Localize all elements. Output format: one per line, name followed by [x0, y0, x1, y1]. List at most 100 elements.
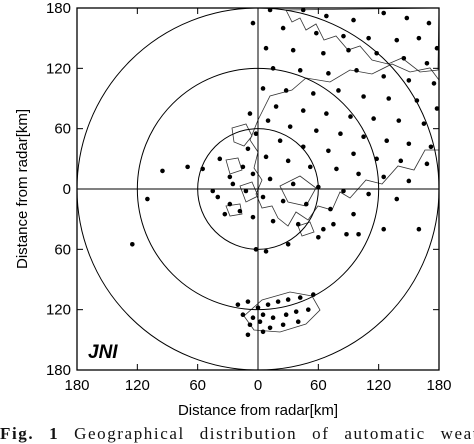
station-point: [384, 138, 390, 144]
station-point: [398, 158, 404, 164]
station-point: [344, 231, 349, 237]
station-point: [341, 33, 346, 39]
station-point: [386, 96, 392, 101]
x-tick-label: 180: [64, 377, 89, 394]
station-point: [426, 20, 432, 26]
station-point: [354, 68, 359, 73]
station-point: [348, 114, 353, 119]
y-axis-label: Distance from radar[km]: [14, 109, 31, 269]
station-point: [230, 181, 236, 187]
station-point: [311, 91, 316, 96]
caption-text: Geographical distribution of automatic w…: [74, 424, 474, 443]
station-point: [270, 66, 276, 71]
station-point: [260, 312, 266, 317]
y-tick-label: 180: [46, 0, 71, 17]
station-point: [336, 88, 341, 93]
station-point: [324, 111, 329, 116]
station-point: [275, 299, 281, 304]
station-point: [394, 37, 400, 43]
station-point: [245, 299, 251, 304]
station-point: [356, 231, 361, 237]
station-point: [424, 161, 430, 167]
station-point: [366, 191, 371, 197]
station-point: [265, 118, 271, 123]
station-point: [396, 118, 402, 123]
station-point: [253, 131, 259, 136]
station-point: [381, 174, 386, 180]
station-point: [381, 226, 386, 232]
station-point: [328, 206, 333, 212]
y-tick-label: 120: [46, 302, 71, 319]
caption-sep: [59, 424, 74, 443]
x-tick-label: 60: [310, 377, 327, 394]
station-point: [260, 329, 266, 335]
station-point: [366, 35, 371, 41]
station-point: [314, 30, 319, 36]
crosshair-axes: [77, 8, 439, 370]
station-point: [311, 292, 316, 297]
station-point: [324, 13, 329, 19]
station-point: [374, 156, 379, 162]
station-point: [250, 171, 256, 177]
station-point: [338, 131, 343, 136]
station-point: [316, 184, 321, 190]
station-point: [361, 134, 366, 140]
station-point: [351, 211, 356, 217]
station-point: [235, 302, 241, 307]
station-point: [307, 164, 313, 170]
station-point: [334, 166, 339, 172]
station-point: [300, 108, 306, 113]
station-point: [346, 47, 351, 53]
station-point: [431, 81, 437, 86]
station-point: [424, 61, 430, 66]
station-point: [314, 128, 319, 133]
x-axis-label: Distance from radar[km]: [178, 402, 338, 419]
station-point: [227, 174, 233, 180]
station-point: [280, 322, 286, 328]
station-point: [257, 319, 263, 325]
station-point: [381, 10, 386, 16]
station-point: [297, 295, 303, 300]
station-point: [215, 194, 221, 200]
chart: 180 120 60 0 60 120 180 180 120 60 0 60 120 180 Dist…: [14, 0, 452, 419]
y-tick-label: 120: [46, 60, 71, 77]
station-point: [305, 307, 311, 312]
station-point: [263, 249, 269, 254]
station-point: [295, 319, 301, 325]
station-point: [283, 312, 289, 317]
station-point: [331, 221, 336, 227]
station-point: [283, 88, 289, 93]
station-point: [237, 208, 243, 214]
station-point: [260, 86, 266, 91]
station-point: [401, 55, 407, 61]
y-tick-label: 60: [54, 121, 71, 138]
station-point: [227, 201, 233, 207]
station-point: [160, 168, 165, 174]
figure-caption: Fig. 1 Geographical distribution of auto…: [0, 424, 474, 444]
station-point: [240, 164, 246, 170]
station-point: [263, 45, 269, 51]
station-point: [270, 218, 276, 224]
station-point: [200, 166, 205, 172]
station-point: [406, 178, 412, 184]
station-point: [303, 201, 309, 207]
station-point: [434, 45, 439, 51]
station-point: [434, 106, 439, 111]
station-point: [253, 247, 259, 252]
station-point: [273, 104, 279, 109]
station-point: [250, 214, 256, 220]
axis-ticks: [76, 7, 440, 371]
station-point: [243, 188, 249, 194]
station-point: [245, 332, 251, 338]
station-point: [247, 111, 253, 116]
station-point: [356, 171, 361, 177]
station-point: [371, 116, 376, 121]
station-point: [416, 35, 422, 41]
station-point: [250, 315, 256, 321]
station-point: [316, 234, 321, 240]
station-point: [280, 25, 286, 31]
station-point: [421, 121, 427, 126]
station-point: [351, 17, 356, 23]
x-tick-label: 120: [366, 377, 391, 394]
station-point: [267, 176, 273, 182]
